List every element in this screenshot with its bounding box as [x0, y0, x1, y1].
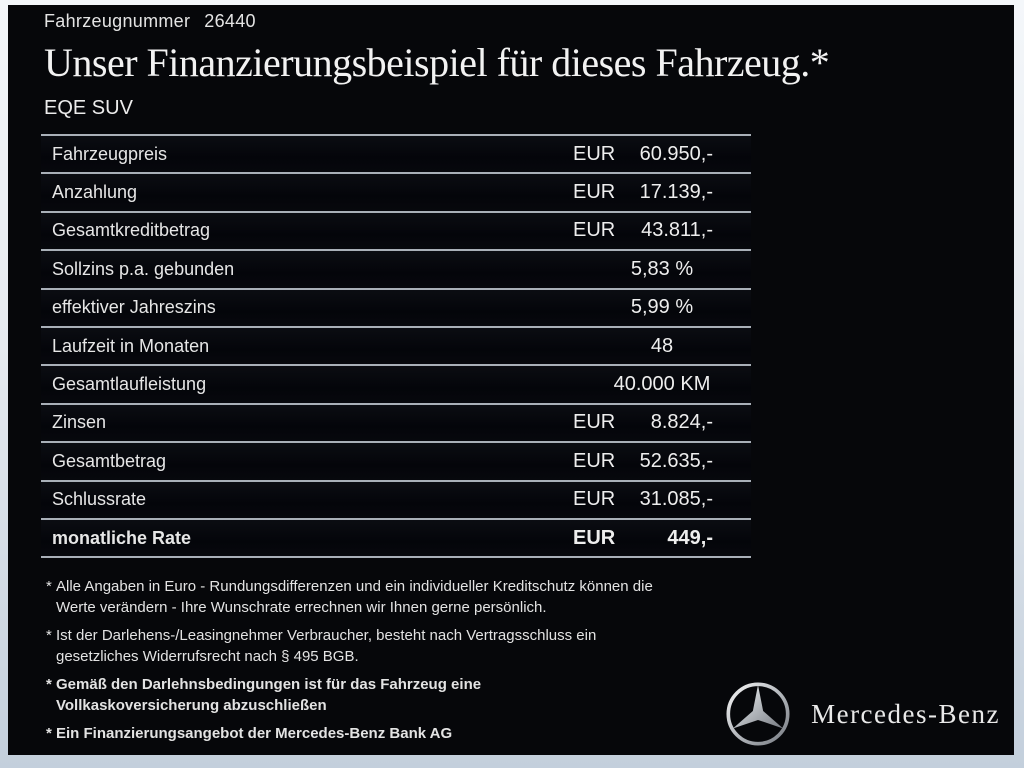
- page-title: Unser Finanzierungsbeispiel für dieses F…: [44, 40, 830, 85]
- amount: 449,-: [667, 526, 713, 549]
- row-value: EUR 31.085,-: [573, 488, 751, 511]
- footnotes: * Alle Angaben in Euro - Rundungsdifferen…: [46, 576, 1014, 744]
- row-value: EUR 17.139,-: [573, 181, 751, 204]
- vehicle-number-label: Fahrzeugnummer: [44, 11, 191, 31]
- table-row: Fahrzeugpreis EUR 60.950,-: [41, 136, 751, 175]
- footnote-text: Ein Finanzierungsangebot der Mercedes-Be…: [56, 725, 453, 743]
- row-value: EUR 43.811,-: [573, 219, 751, 242]
- row-label: Gesamtkreditbetrag: [52, 220, 211, 241]
- table-row: Anzahlung EUR 17.139,-: [41, 174, 751, 213]
- amount: 43.811,-: [641, 219, 713, 242]
- vehicle-number-value: 26440: [204, 11, 256, 31]
- footnote-text: Gemäß den Darlehnsbedingungen ist für da…: [56, 676, 482, 715]
- footnote: * Ein Finanzierungsangebot der Mercedes-B…: [46, 723, 1014, 744]
- footnote-text: Ist der Darlehens-/Leasingnehmer Verbrau…: [56, 627, 597, 666]
- currency-label: EUR: [573, 526, 616, 549]
- row-label: Sollzins p.a. gebunden: [52, 258, 235, 279]
- row-label: Gesamtbetrag: [52, 450, 167, 471]
- row-value: 40.000 KM: [613, 373, 711, 396]
- table-row: Gesamtlaufleistung 40.000 KM: [41, 366, 751, 405]
- row-value: EUR 60.950,-: [573, 143, 751, 166]
- row-value: 5,99 %: [630, 296, 694, 319]
- row-label: Fahrzeugpreis: [52, 143, 168, 164]
- model-name: EQE SUV: [44, 97, 133, 119]
- row-value: EUR 8.824,-: [573, 411, 751, 434]
- row-label: Laufzeit in Monaten: [52, 335, 210, 356]
- row-value: 5,83 %: [630, 257, 694, 280]
- footnote-marker: *: [46, 725, 52, 743]
- table-row: Laufzeit in Monaten 48: [41, 327, 751, 367]
- amount: 8.824,-: [650, 411, 713, 434]
- row-label: Anzahlung: [52, 182, 138, 203]
- footnote-text: Alle Angaben in Euro - Rundungsdifferenz…: [56, 578, 653, 617]
- table-row: Gesamtkreditbetrag EUR 43.811,-: [41, 212, 751, 252]
- row-value: 48: [650, 334, 674, 357]
- footnote: * Ist der Darlehens-/Leasingnehmer Verbra…: [46, 625, 1014, 667]
- brand-block: Mercedes-Benz: [725, 681, 1000, 747]
- row-label: monatliche Rate: [52, 527, 192, 548]
- footnote-marker: *: [46, 627, 52, 645]
- finance-table: Fahrzeugpreis EUR 60.950,- Anzahlung EUR 17.1…: [41, 134, 751, 559]
- amount: 60.950,-: [639, 142, 713, 165]
- footnote: * Gemäß den Darlehnsbedingungen ist für d…: [46, 674, 1014, 716]
- row-value: EUR 52.635,-: [573, 450, 751, 473]
- currency-label: EUR: [573, 219, 616, 242]
- amount: 52.635,-: [639, 449, 713, 472]
- currency-label: EUR: [573, 449, 616, 472]
- vehicle-number-row: Fahrzeugnummer 26440: [44, 11, 1014, 32]
- table-row: Schlussrate EUR 31.085,-: [41, 481, 751, 520]
- currency-label: EUR: [573, 142, 616, 165]
- mercedes-star-icon: [726, 682, 790, 746]
- currency-label: EUR: [573, 411, 616, 434]
- table-row: Zinsen EUR 8.824,-: [41, 404, 751, 444]
- table-row: monatliche Rate EUR 449,-: [41, 519, 751, 559]
- amount: 17.139,-: [639, 181, 713, 204]
- currency-label: EUR: [573, 181, 616, 204]
- footnote-marker: *: [46, 578, 52, 596]
- row-label: Schlussrate: [52, 489, 147, 510]
- currency-label: EUR: [573, 488, 616, 511]
- table-row: effektiver Jahreszins 5,99 %: [41, 289, 751, 328]
- row-value: EUR 449,-: [573, 527, 751, 550]
- footnote: * Alle Angaben in Euro - Rundungsdifferen…: [46, 576, 1014, 618]
- row-label: Zinsen: [52, 412, 107, 433]
- row-label: Gesamtlaufleistung: [52, 374, 207, 395]
- row-label: effektiver Jahreszins: [52, 297, 216, 318]
- table-row: Sollzins p.a. gebunden 5,83 %: [41, 251, 751, 290]
- finance-offer-card: Fahrzeugnummer 26440 Unser Finanzierungsb…: [8, 5, 1014, 755]
- brand-wordmark: Mercedes-Benz: [811, 698, 1000, 729]
- footnote-marker: *: [46, 676, 52, 694]
- amount: 31.085,-: [639, 488, 713, 511]
- table-row: Gesamtbetrag EUR 52.635,-: [41, 443, 751, 482]
